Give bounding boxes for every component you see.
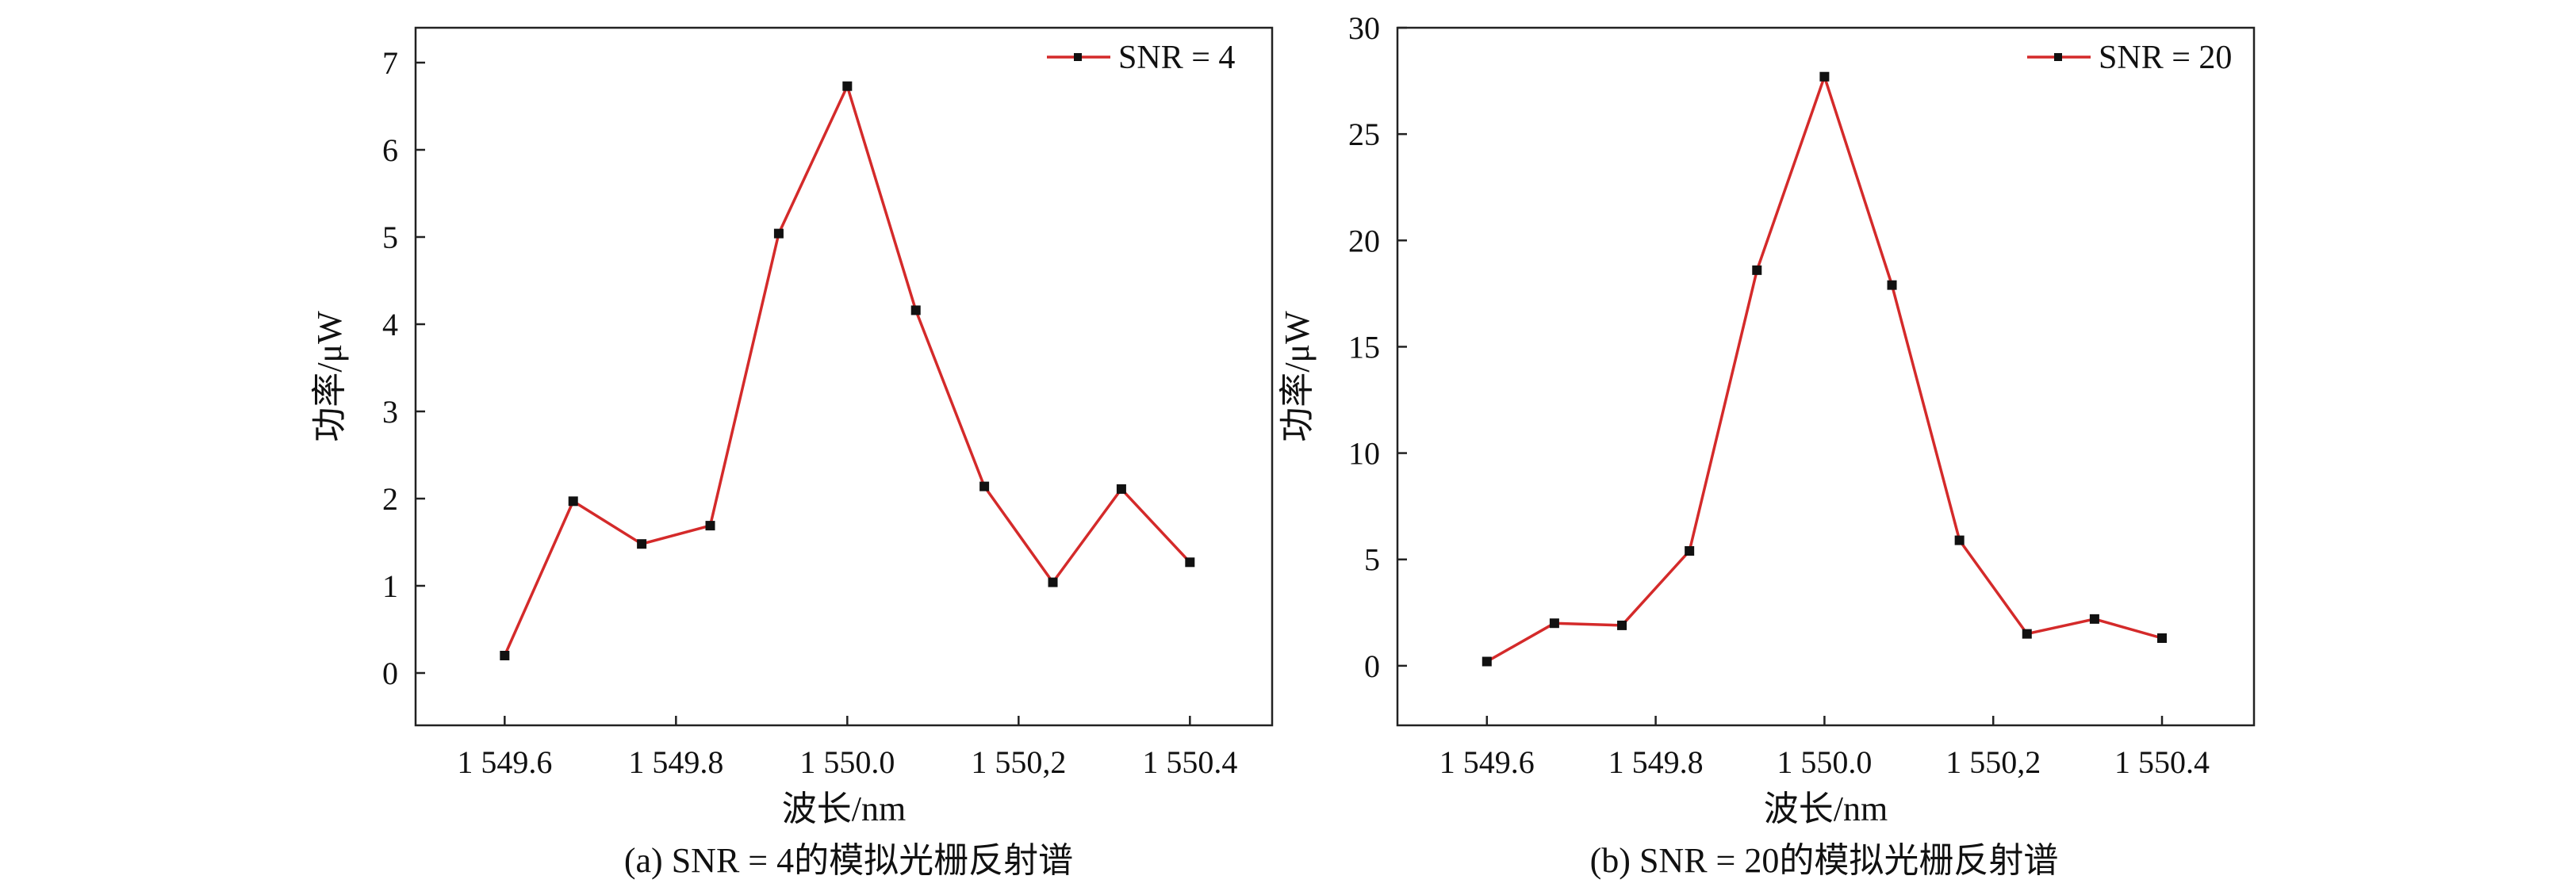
data-point — [1685, 546, 1695, 556]
y-tick-label: 5 — [1364, 542, 1380, 578]
plot-frame — [414, 26, 1274, 727]
data-point — [1185, 557, 1195, 568]
y-tick-label: 5 — [382, 220, 398, 255]
x-tick-label: 1 549.8 — [628, 744, 723, 780]
y-axis-label: 功率/μW — [1278, 311, 1317, 442]
data-point — [1482, 656, 1492, 667]
legend-marker — [1074, 53, 1082, 61]
data-point — [1617, 620, 1627, 630]
caption-panel-a: (a) SNR = 4的模拟光栅反射谱 — [623, 841, 1074, 880]
y-tick-label: 2 — [382, 481, 398, 517]
x-tick-label: 1 549.6 — [457, 744, 552, 780]
x-tick-label: 1 550.0 — [1777, 744, 1872, 780]
data-point — [2157, 633, 2168, 643]
x-tick-label: 1 549.6 — [1439, 744, 1535, 780]
y-tick-label: 15 — [1348, 329, 1380, 365]
data-point — [1819, 71, 1830, 82]
chart-panel-b: 0 5 10 15 20 25 30 1 549.6 1 549.8 1 550.0 1 550,2… — [1278, 10, 2256, 828]
y-tick-label: 10 — [1348, 436, 1380, 472]
x-tick-label: 1 550.4 — [1142, 744, 1237, 780]
data-point — [2022, 629, 2032, 639]
data-point — [910, 305, 921, 315]
y-tick-label: 3 — [382, 394, 398, 430]
legend-marker — [2054, 53, 2062, 61]
y-axis-label: 功率/μW — [310, 311, 349, 442]
y-tick-label: 6 — [382, 132, 398, 168]
legend-label: SNR = 20 — [2099, 40, 2232, 76]
series-line — [1485, 75, 2163, 663]
data-point — [637, 539, 647, 549]
caption-panel-b: (b) SNR = 20的模拟光栅反射谱 — [1589, 841, 2059, 880]
data-point — [1549, 618, 1559, 629]
x-tick-label: 1 550.4 — [2114, 744, 2210, 780]
y-tick-label: 0 — [382, 656, 398, 691]
y-tick-label: 20 — [1348, 223, 1380, 258]
y-tick-label: 30 — [1348, 10, 1380, 46]
series-line — [503, 84, 1191, 656]
data-point — [2089, 614, 2099, 624]
y-tick-label: 0 — [1364, 648, 1380, 684]
data-point — [705, 521, 715, 531]
data-point — [842, 81, 853, 91]
data-point — [1752, 265, 1762, 275]
y-tick-label: 7 — [382, 45, 398, 81]
data-point — [1887, 280, 1897, 290]
y-tick-label: 25 — [1348, 117, 1380, 152]
data-point — [500, 651, 510, 660]
x-axis-label: 波长/nm — [1764, 790, 1888, 828]
y-tick-label: 1 — [382, 568, 398, 604]
y-tick-label: 4 — [382, 307, 398, 342]
x-tick-label: 1 550.0 — [799, 744, 895, 780]
x-tick-label: 1 550,2 — [1945, 744, 2041, 780]
chart-panel-a: 0 1 2 3 4 5 6 7 1 549.6 1 549.8 1 550.0 1 550,2 1 55… — [310, 26, 1274, 828]
x-tick-label: 1 549.8 — [1608, 744, 1704, 780]
x-tick-label: 1 550,2 — [971, 744, 1066, 780]
plot-frame — [1396, 26, 2256, 727]
x-axis-label: 波长/nm — [782, 790, 906, 828]
data-point — [773, 228, 784, 239]
data-point — [1048, 577, 1058, 587]
data-point — [1954, 535, 1965, 545]
legend-label: SNR = 4 — [1118, 40, 1235, 76]
data-point — [568, 496, 578, 507]
data-point — [979, 481, 990, 491]
data-point — [1116, 484, 1126, 494]
